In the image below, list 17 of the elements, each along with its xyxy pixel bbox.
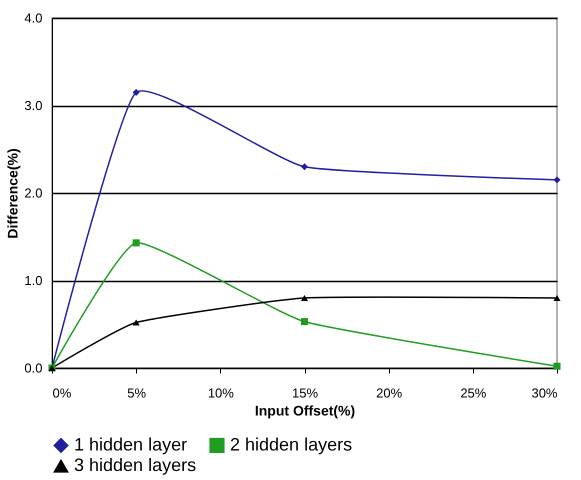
legend-label: 1 hidden layer	[74, 434, 188, 454]
x-tick-label: 30%	[531, 386, 558, 400]
x-axis-title: Input Offset(%)	[254, 402, 356, 418]
y-axis-title: Difference(%)	[4, 148, 20, 239]
x-tick-label: 5%	[127, 386, 146, 400]
x-tick-label: 0%	[52, 386, 72, 400]
x-tick-label: 25%	[460, 386, 487, 400]
legend-label: 2 hidden layers	[230, 434, 352, 454]
x-tick-label: 20%	[376, 386, 403, 400]
x-tick-label: 10%	[208, 386, 234, 400]
x-tick-label: 15%	[292, 386, 318, 400]
y-tick-label: 4.0	[24, 10, 42, 26]
y-tick-label: 2.0	[24, 186, 42, 200]
y-tick-label: 0.0	[24, 360, 42, 376]
legend-label: 3 hidden layers	[74, 455, 196, 475]
y-tick-label: 3.0	[24, 98, 42, 113]
y-tick-label: 1.0	[24, 273, 42, 288]
